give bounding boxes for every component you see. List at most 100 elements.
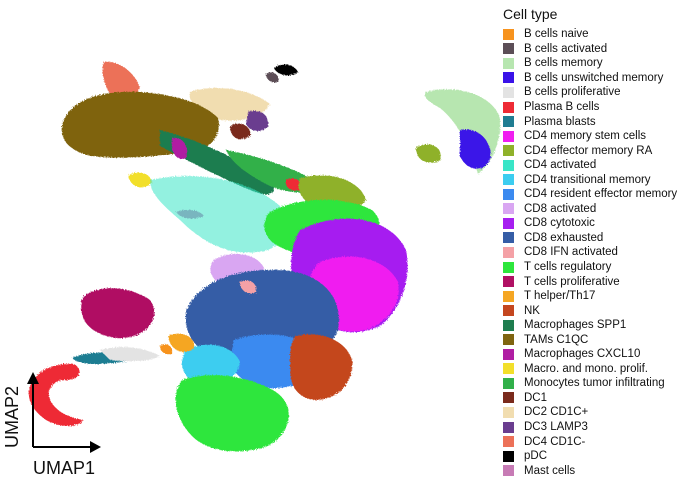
legend-item: CD8 cytotoxic (503, 216, 695, 231)
legend-item: Macrophages CXCL10 (503, 347, 695, 362)
cluster-b-cells-activated (266, 72, 279, 83)
legend-label: CD8 IFN activated (524, 246, 618, 259)
legend-swatch (503, 246, 514, 258)
legend-label: B cells activated (524, 42, 608, 55)
legend-swatch (503, 261, 514, 273)
legend-item: B cells proliferative (503, 85, 695, 100)
legend-item: CD4 resident effector memory (503, 187, 695, 202)
cluster-t-cells-regulatory-bottom (175, 375, 289, 452)
legend-swatch (503, 334, 514, 346)
legend-item: DC2 CD1C+ (503, 405, 695, 420)
cluster-plasma-b-cells (28, 363, 84, 426)
legend-label: DC3 LAMP3 (524, 421, 588, 434)
legend-swatch (503, 290, 514, 302)
legend-label: B cells unswitched memory (524, 71, 664, 84)
legend-swatch (503, 348, 514, 360)
legend-swatch (503, 28, 514, 40)
legend-swatch (503, 188, 514, 200)
legend-label: Plasma blasts (524, 115, 596, 128)
legend-swatch (503, 232, 514, 244)
legend-item: T helper/Th17 (503, 289, 695, 304)
legend-items: B cells naive B cells activated B cells me… (503, 27, 695, 478)
legend-swatch (503, 377, 514, 389)
legend-swatch (503, 421, 514, 433)
legend-swatch (503, 57, 514, 69)
legend-item: B cells unswitched memory (503, 71, 695, 86)
legend-label: CD4 memory stem cells (524, 130, 647, 143)
y-axis-label: UMAP2 (2, 385, 22, 448)
legend-item: pDC (503, 449, 695, 464)
legend-swatch (503, 43, 514, 55)
cluster-cd8-ifn-activated (240, 280, 257, 294)
legend-item: CD4 effector memory RA (503, 143, 695, 158)
legend-title: Cell type (503, 6, 558, 22)
legend-swatch (503, 465, 514, 477)
legend-item: DC4 CD1C- (503, 434, 695, 449)
legend-item: CD4 memory stem cells (503, 129, 695, 144)
cluster-plasma-b-cells-small (285, 178, 301, 191)
cluster-b-cells-naive (160, 344, 173, 355)
legend-item: CD4 transitional memory (503, 172, 695, 187)
legend-label: T cells proliferative (524, 275, 620, 288)
legend-swatch (503, 72, 514, 84)
legend-label: Mast cells (524, 464, 576, 477)
cluster-cd4-effector-memory-ra-tip (416, 144, 441, 163)
cluster-dc3-lamp3 (246, 110, 269, 132)
cell-clusters (28, 61, 501, 452)
legend-swatch (503, 130, 514, 142)
cluster-macrophages-cxcl10 (171, 137, 188, 160)
cluster-macrophages-spp1 (160, 130, 275, 195)
cluster-t-cells-proliferative (81, 288, 155, 339)
legend-item: CD8 exhausted (503, 231, 695, 246)
legend-item: Monocytes tumor infiltrating (503, 376, 695, 391)
legend-item: CD4 activated (503, 158, 695, 173)
legend-swatch (503, 145, 514, 157)
legend-item: DC3 LAMP3 (503, 420, 695, 435)
legend-label: Plasma B cells (524, 101, 600, 113)
legend-swatch (503, 450, 514, 462)
legend-swatch (503, 217, 514, 229)
legend-item: T cells proliferative (503, 274, 695, 289)
legend-item: B cells naive (503, 27, 695, 42)
legend-label: T helper/Th17 (524, 290, 596, 303)
legend-label: CD8 exhausted (524, 231, 604, 244)
cluster-pdc (274, 64, 298, 76)
legend-label: T cells regulatory (524, 261, 612, 274)
legend-item: T cells regulatory (503, 260, 695, 275)
legend-label: CD4 transitional memory (524, 173, 651, 186)
legend-swatch (503, 116, 514, 128)
legend-label: DC4 CD1C- (524, 435, 586, 448)
legend-label: DC1 (524, 391, 548, 404)
x-axis-arrow-head (90, 441, 101, 453)
legend-swatch (503, 363, 514, 375)
legend-item: Plasma B cells (503, 100, 695, 115)
legend-label: Macrophages CXCL10 (524, 348, 641, 361)
legend: Cell type B cells naive B cells activated… (503, 5, 695, 478)
legend-item: Plasma blasts (503, 114, 695, 129)
legend-swatch (503, 305, 514, 317)
cluster-t-helper-th17 (168, 333, 195, 352)
legend-item: TAMs C1QC (503, 332, 695, 347)
legend-label: B cells memory (524, 57, 603, 70)
legend-swatch (503, 159, 514, 171)
legend-label: pDC (524, 450, 548, 463)
legend-item: Macrophages SPP1 (503, 318, 695, 333)
legend-label: Macrophages SPP1 (524, 319, 627, 332)
legend-label: B cells proliferative (524, 86, 621, 99)
legend-item: B cells memory (503, 56, 695, 71)
legend-label: Monocytes tumor infiltrating (524, 377, 665, 390)
legend-swatch (503, 406, 514, 418)
cluster-dc1 (230, 123, 251, 140)
cluster-b-cells-proliferative (100, 347, 160, 362)
y-axis-arrow-head (27, 372, 39, 384)
cluster-cd4-transitional-memory (181, 344, 240, 386)
legend-item: DC1 (503, 391, 695, 406)
cluster-nk (290, 334, 353, 400)
legend-swatch (503, 392, 514, 404)
cluster-macro-mono-prolif (128, 172, 152, 188)
legend-label: DC2 CD1C+ (524, 406, 589, 419)
legend-swatch (503, 319, 514, 331)
legend-label: CD8 activated (524, 202, 597, 215)
legend-swatch (503, 276, 514, 288)
legend-swatch (503, 203, 514, 215)
